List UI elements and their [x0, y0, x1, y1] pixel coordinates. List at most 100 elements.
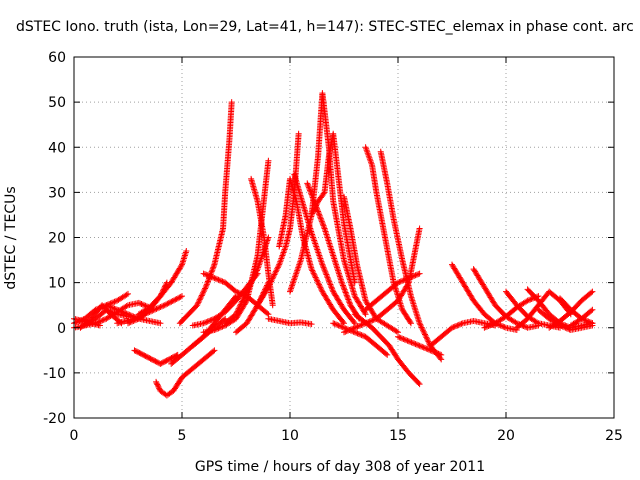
data-point	[346, 300, 353, 307]
data-point	[309, 194, 316, 201]
data-point	[565, 325, 572, 332]
data-point	[194, 300, 201, 307]
data-point	[393, 328, 400, 335]
data-point	[397, 334, 404, 341]
data-point	[266, 282, 273, 289]
data-point	[96, 318, 103, 325]
data-point	[169, 298, 176, 305]
data-point	[482, 324, 489, 331]
data-point	[308, 266, 315, 273]
data-point	[449, 324, 455, 331]
data-point	[163, 301, 170, 308]
data-point	[342, 289, 349, 296]
data-point	[415, 380, 422, 387]
data-point	[269, 302, 276, 309]
y-tick-label: 30	[48, 185, 66, 201]
data-point	[415, 342, 422, 349]
data-point	[345, 296, 352, 303]
data-point	[512, 319, 519, 326]
data-point	[355, 323, 362, 330]
data-point	[424, 335, 431, 342]
data-point	[589, 306, 596, 313]
data-point	[332, 321, 339, 328]
data-point	[349, 325, 356, 332]
data-point	[481, 324, 488, 331]
data-point	[430, 348, 437, 355]
data-point	[346, 299, 353, 306]
data-point	[126, 311, 133, 318]
data-point	[413, 271, 420, 278]
data-point	[264, 285, 271, 292]
data-point	[355, 330, 362, 337]
data-point	[245, 284, 252, 291]
data-series-11	[153, 347, 218, 399]
data-point	[588, 289, 595, 296]
data-point	[354, 330, 361, 337]
data-point	[527, 296, 534, 303]
data-point	[407, 320, 414, 327]
data-point	[534, 293, 541, 300]
data-point	[421, 330, 428, 337]
data-point	[339, 282, 346, 289]
data-point	[314, 207, 321, 214]
data-point	[216, 277, 223, 284]
data-point	[200, 270, 207, 277]
x-tick-label: 25	[605, 428, 623, 444]
data-point	[423, 345, 430, 352]
data-point	[175, 295, 182, 302]
data-series-25	[287, 90, 369, 318]
data-point	[436, 351, 443, 358]
data-point	[161, 302, 168, 309]
data-point	[241, 294, 248, 301]
data-point	[323, 272, 330, 279]
data-point	[588, 307, 595, 314]
data-point	[431, 349, 438, 356]
data-point	[154, 381, 161, 388]
data-point	[328, 284, 335, 291]
data-point	[167, 299, 174, 306]
data-point	[320, 222, 327, 229]
data-point	[340, 283, 347, 290]
data-point	[419, 343, 426, 350]
data-point	[317, 214, 324, 221]
data-point	[195, 299, 202, 306]
data-point	[416, 270, 423, 277]
data-point	[172, 296, 179, 303]
data-point	[215, 276, 222, 283]
data-point	[562, 324, 569, 331]
data-point	[100, 316, 107, 323]
data-point	[204, 318, 211, 325]
data-point	[316, 212, 323, 219]
data-point	[345, 297, 352, 304]
data-point	[409, 339, 416, 346]
data-point	[264, 310, 271, 317]
data-point	[208, 268, 215, 275]
data-point	[343, 290, 350, 297]
data-point	[324, 274, 331, 281]
data-point	[339, 281, 346, 288]
data-point	[485, 323, 492, 330]
data-point	[233, 309, 240, 316]
data-point	[345, 327, 352, 334]
data-point	[411, 340, 418, 347]
data-point	[127, 319, 134, 326]
data-point	[351, 324, 358, 331]
data-point	[350, 319, 357, 326]
data-point	[318, 287, 325, 294]
data-point	[95, 319, 102, 326]
data-point	[201, 271, 208, 278]
data-point	[320, 264, 327, 271]
data-point	[416, 342, 423, 349]
data-point	[321, 265, 328, 272]
data-point	[309, 267, 316, 274]
data-point	[127, 312, 134, 319]
data-series-23	[276, 175, 347, 327]
data-point	[203, 281, 210, 288]
y-tick-label: -20	[43, 411, 66, 427]
data-point	[339, 324, 346, 331]
data-point	[329, 287, 336, 294]
data-point	[343, 328, 350, 335]
data-point	[405, 280, 412, 287]
data-point	[401, 276, 408, 283]
